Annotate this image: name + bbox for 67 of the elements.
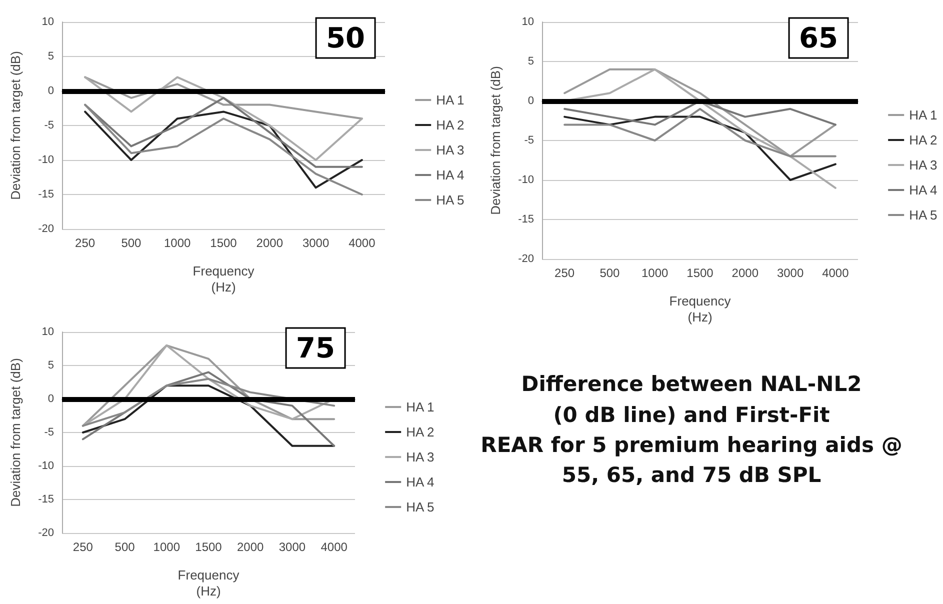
x-tick-label: 1500 bbox=[210, 236, 238, 250]
chart-title: 50 bbox=[326, 22, 366, 54]
x-tick-label: 500 bbox=[600, 266, 620, 280]
y-axis-title: Deviation from target (dB) bbox=[8, 358, 23, 507]
chart-title: 65 bbox=[799, 22, 838, 54]
y-tick-label: -15 bbox=[38, 494, 54, 506]
y-tick-label: -5 bbox=[44, 120, 54, 132]
y-tick-label: -20 bbox=[38, 223, 54, 235]
legend-label: HA 1 bbox=[909, 108, 938, 122]
legend-label: HA 3 bbox=[406, 450, 434, 464]
x-tick-label: 500 bbox=[121, 236, 142, 250]
text: Difference between NAL-NL2 (0 dB line) and First-Fit REAR for 5 premium hearing aids @ 55, 65, and 75 dB SPL bbox=[480, 371, 904, 490]
legend-label: HA 4 bbox=[406, 474, 434, 490]
y-tick-label: -10 bbox=[38, 154, 54, 166]
x-tick-label: 3000 bbox=[278, 540, 306, 554]
y-tick-label: 10 bbox=[42, 16, 54, 28]
x-axis-title: Frequency (Hz) bbox=[669, 294, 732, 324]
y-tick-label: -20 bbox=[518, 253, 534, 265]
legend-label: HA 3 bbox=[909, 158, 938, 172]
y-tick-label: 0 bbox=[48, 393, 54, 405]
y-tick-label: -15 bbox=[518, 214, 534, 226]
legend-label: HA 4 bbox=[909, 182, 938, 198]
y-tick-label: 5 bbox=[48, 50, 54, 62]
legend-label: HA 5 bbox=[909, 208, 938, 222]
y-tick-label: -10 bbox=[518, 174, 534, 186]
x-tick-label: 250 bbox=[554, 266, 575, 280]
y-tick-label: 0 bbox=[528, 95, 534, 107]
x-tick-label: 4000 bbox=[348, 236, 376, 250]
legend-label: HA 5 bbox=[406, 500, 434, 514]
x-axis-title: Frequency (Hz) bbox=[178, 568, 240, 598]
y-tick-label: 5 bbox=[528, 56, 534, 68]
x-tick-label: 4000 bbox=[822, 266, 850, 280]
y-axis-title: Deviation from target (dB) bbox=[8, 51, 23, 200]
legend-label: HA 2 bbox=[406, 424, 434, 440]
y-tick-label: -5 bbox=[524, 134, 534, 146]
x-tick-label: 2000 bbox=[237, 540, 264, 554]
x-tick-label: 3000 bbox=[302, 236, 330, 250]
x-tick-label: 1500 bbox=[195, 540, 222, 554]
x-tick-label: 3000 bbox=[776, 266, 804, 280]
y-tick-label: -20 bbox=[38, 527, 54, 539]
x-axis-title: Frequency (Hz) bbox=[192, 264, 255, 294]
x-tick-label: 1000 bbox=[153, 540, 180, 554]
y-axis-title: Deviation from target (dB) bbox=[488, 66, 503, 215]
x-tick-label: 4000 bbox=[320, 540, 348, 554]
y-tick-label: 5 bbox=[48, 360, 54, 372]
x-tick-label: 1000 bbox=[164, 236, 192, 250]
x-tick-label: 250 bbox=[72, 540, 94, 554]
legend-label: HA 1 bbox=[436, 92, 464, 108]
chart-title: 75 bbox=[296, 332, 336, 364]
y-tick-label: 0 bbox=[48, 85, 54, 97]
legend-label: HA 2 bbox=[909, 132, 938, 148]
y-tick-label: -10 bbox=[38, 460, 54, 472]
x-tick-label: 1500 bbox=[686, 266, 714, 280]
x-tick-label: 2000 bbox=[732, 266, 759, 280]
legend-label: HA 1 bbox=[406, 400, 434, 414]
x-tick-label: 250 bbox=[75, 236, 96, 250]
x-tick-label: 1000 bbox=[642, 266, 669, 280]
legend-label: HA 2 bbox=[436, 118, 464, 132]
y-tick-label: 10 bbox=[522, 16, 534, 28]
y-tick-label: 10 bbox=[42, 326, 54, 338]
legend-label: HA 4 bbox=[436, 168, 464, 182]
legend-label: HA 3 bbox=[436, 142, 464, 158]
y-tick-label: -15 bbox=[38, 188, 54, 200]
legend-label: HA 5 bbox=[436, 192, 464, 208]
x-tick-label: 2000 bbox=[256, 236, 284, 250]
x-tick-label: 500 bbox=[114, 540, 136, 554]
y-tick-label: -5 bbox=[44, 426, 54, 438]
